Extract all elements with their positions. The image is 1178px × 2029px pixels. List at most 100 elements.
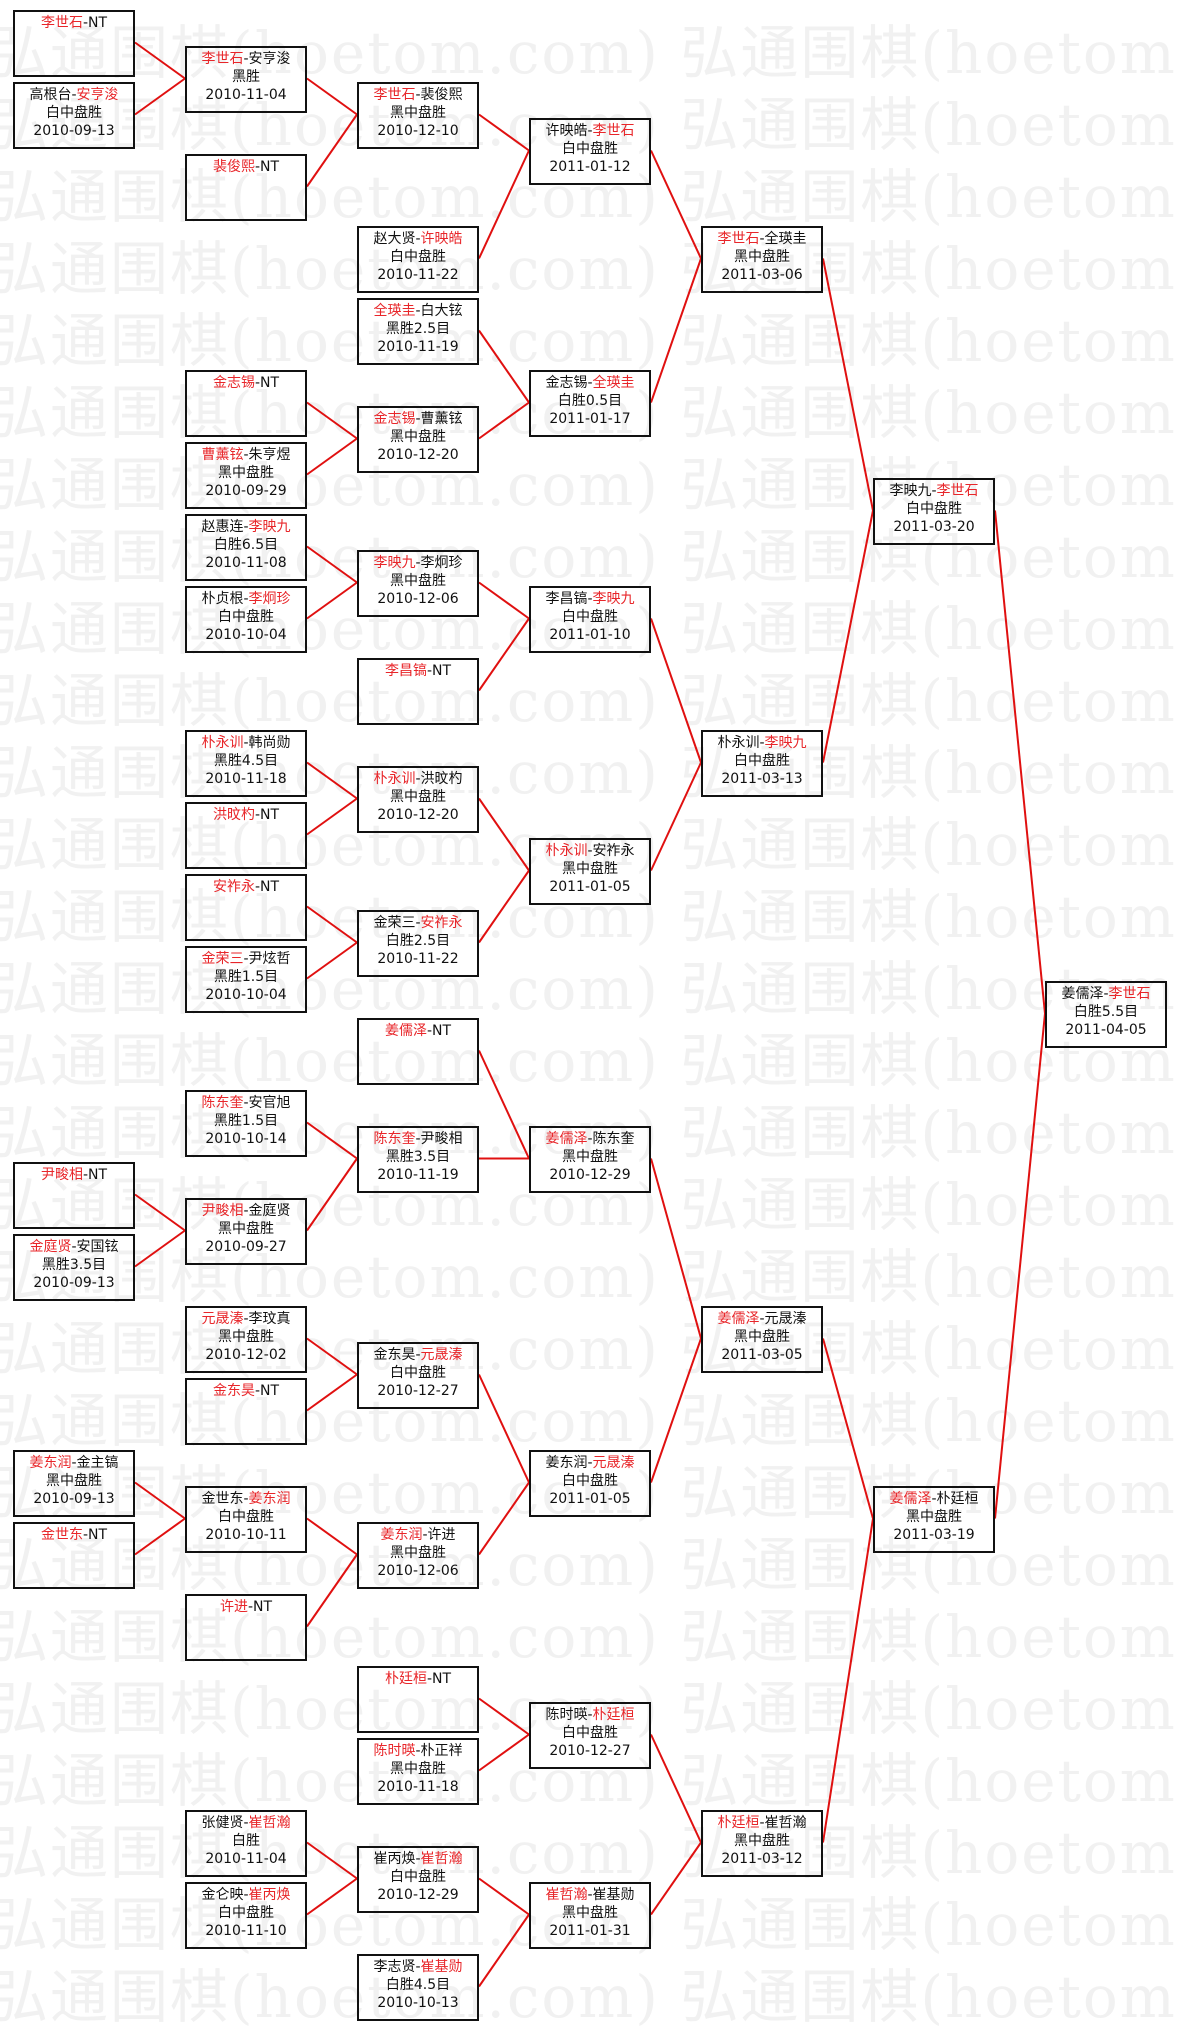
separator: - bbox=[587, 1707, 593, 1723]
separator: - bbox=[254, 375, 261, 391]
match-date: 2010-12-20 bbox=[377, 447, 459, 463]
match-result: 黑胜2.5目 bbox=[385, 321, 451, 337]
match-date: 2010-10-04 bbox=[205, 627, 287, 643]
winner-name: 全瑛圭 bbox=[373, 303, 416, 319]
separator: - bbox=[1103, 986, 1109, 1002]
match-date: 2010-12-06 bbox=[377, 591, 459, 607]
match-date: 2011-03-19 bbox=[893, 1527, 975, 1543]
player-name: 安国铉 bbox=[76, 1239, 119, 1255]
connector-line bbox=[306, 1157, 358, 1232]
match-date: 2011-01-05 bbox=[549, 879, 631, 895]
match-box: 姜儒泽-李世石 白胜5.5目 2011-04-05 bbox=[1045, 981, 1167, 1048]
match-players: 尹畯相-NT bbox=[15, 1166, 133, 1184]
connector-line bbox=[478, 869, 530, 944]
separator: - bbox=[243, 1311, 249, 1327]
match-players: 朴永训-韩尚勋 bbox=[187, 734, 305, 752]
match-result: 白胜2.5目 bbox=[385, 933, 451, 949]
winner-name: 李世石 bbox=[373, 87, 416, 103]
match-result: 黑中盘胜 bbox=[46, 1473, 102, 1489]
connector-line bbox=[822, 1518, 874, 1843]
winner-name: 姜东润 bbox=[29, 1455, 72, 1471]
winner-name: 元晟溱 bbox=[592, 1455, 635, 1471]
match-date: 2010-12-27 bbox=[377, 1383, 459, 1399]
match-result: 白中盘胜 bbox=[562, 609, 618, 625]
separator: - bbox=[426, 663, 433, 679]
match-result: 黑中盘胜 bbox=[390, 1545, 446, 1561]
match-box: 陈时暎-朴廷桓 白中盘胜 2010-12-27 bbox=[529, 1702, 651, 1769]
player-name: 朴廷桓 bbox=[936, 1491, 979, 1507]
match-result: 白胜 bbox=[232, 1833, 260, 1849]
separator: - bbox=[587, 843, 593, 859]
match-box: 洪旼杓-NT bbox=[185, 802, 307, 869]
player-name: NT bbox=[260, 159, 280, 175]
player-name: 尹炫哲 bbox=[248, 951, 291, 967]
winner-name: 朴廷桓 bbox=[384, 1671, 427, 1687]
player-name: 许映皓 bbox=[545, 123, 588, 139]
match-date: 2011-03-20 bbox=[893, 519, 975, 535]
winner-name: 裴俊熙 bbox=[212, 159, 255, 175]
match-players: 朴永训-李映九 bbox=[703, 734, 821, 752]
match-players: 金志锡-NT bbox=[187, 374, 305, 392]
winner-name: 金荣三 bbox=[201, 951, 244, 967]
match-result: 黑胜4.5目 bbox=[213, 753, 279, 769]
match-box: 李映九-李炯珍 黑中盘胜 2010-12-06 bbox=[357, 550, 479, 617]
player-name: 高根台 bbox=[29, 87, 72, 103]
winner-name: 李映九 bbox=[248, 519, 291, 535]
match-box: 元晟溱-李玟真 黑中盘胜 2010-12-02 bbox=[185, 1306, 307, 1373]
match-date: 2011-03-13 bbox=[721, 771, 803, 787]
match-players: 朴廷桓-崔哲瀚 bbox=[703, 1814, 821, 1832]
separator: - bbox=[759, 1815, 765, 1831]
separator: - bbox=[415, 411, 421, 427]
player-name: 朱亨煜 bbox=[248, 447, 291, 463]
match-result: 黑胜3.5目 bbox=[385, 1149, 451, 1165]
player-name: 姜东润 bbox=[545, 1455, 588, 1471]
match-players: 李昌镐-李映九 bbox=[531, 590, 649, 608]
separator: - bbox=[931, 1491, 937, 1507]
winner-name: 洪旼杓 bbox=[212, 807, 255, 823]
match-result: 黑中盘胜 bbox=[390, 1761, 446, 1777]
separator: - bbox=[243, 1815, 249, 1831]
connector-line bbox=[134, 1481, 186, 1520]
match-box: 李世石-安亨浚 黑胜 2010-11-04 bbox=[185, 46, 307, 113]
player-name: 张健贤 bbox=[201, 1815, 244, 1831]
winner-name: 朴永训 bbox=[373, 771, 416, 787]
separator: - bbox=[415, 915, 421, 931]
match-box: 朴永训-安祚永 黑中盘胜 2011-01-05 bbox=[529, 838, 651, 905]
match-box: 陈时暎-朴正祥 黑中盘胜 2010-11-18 bbox=[357, 1738, 479, 1805]
match-date: 2010-12-06 bbox=[377, 1563, 459, 1579]
winner-name: 李映九 bbox=[592, 591, 635, 607]
winner-name: 李世石 bbox=[936, 483, 979, 499]
match-date: 2010-10-04 bbox=[205, 987, 287, 1003]
match-box: 尹畯相-金庭贤 黑中盘胜 2010-09-27 bbox=[185, 1198, 307, 1265]
match-box: 许进-NT bbox=[185, 1594, 307, 1661]
separator: - bbox=[243, 735, 249, 751]
separator: - bbox=[243, 1203, 249, 1219]
connector-line bbox=[650, 1841, 702, 1916]
match-box: 尹畯相-NT bbox=[13, 1162, 135, 1229]
separator: - bbox=[254, 1383, 261, 1399]
winner-name: 安祚永 bbox=[420, 915, 463, 931]
winner-name: 金庭贤 bbox=[29, 1239, 72, 1255]
winner-name: 李世石 bbox=[1108, 986, 1151, 1002]
connector-line bbox=[650, 258, 702, 403]
player-name: 陈时暎 bbox=[545, 1707, 588, 1723]
winner-name: 姜儒泽 bbox=[545, 1131, 588, 1147]
separator: - bbox=[415, 1131, 421, 1147]
match-date: 2010-12-10 bbox=[377, 123, 459, 139]
match-result bbox=[187, 896, 305, 914]
match-date: 2011-03-06 bbox=[721, 267, 803, 283]
match-box: 朴永训-洪旼杓 黑中盘胜 2010-12-20 bbox=[357, 766, 479, 833]
player-name: 朴永训 bbox=[717, 735, 760, 751]
match-box: 朴贞根-李炯珍 白中盘胜 2010-10-04 bbox=[185, 586, 307, 653]
separator: - bbox=[254, 879, 261, 895]
player-name: 陈东奎 bbox=[592, 1131, 635, 1147]
match-players: 金东昊-NT bbox=[187, 1382, 305, 1400]
winner-name: 李世石 bbox=[201, 51, 244, 67]
match-result: 白中盘胜 bbox=[562, 1725, 618, 1741]
separator: - bbox=[426, 1671, 433, 1687]
match-date: 2010-09-13 bbox=[33, 1491, 115, 1507]
match-result: 黑中盘胜 bbox=[734, 249, 790, 265]
connector-line bbox=[306, 1121, 358, 1160]
connector-line bbox=[134, 1193, 186, 1232]
match-date bbox=[359, 698, 477, 716]
